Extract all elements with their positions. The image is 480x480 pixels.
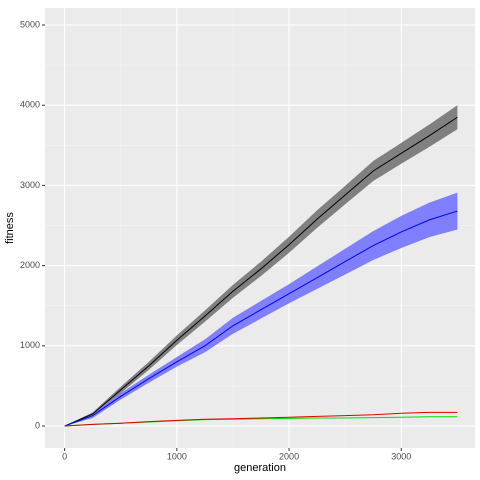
y-tick-label: 5000	[20, 19, 40, 29]
ribbon	[64, 105, 458, 427]
series-line	[64, 411, 458, 427]
x-tick-label: 2000	[279, 451, 299, 461]
y-tick-label: 0	[35, 420, 40, 430]
series-line	[64, 116, 458, 427]
x-tick-label: 3000	[391, 451, 411, 461]
y-tick-label: 1000	[20, 340, 40, 350]
x-tick-label: 1000	[167, 451, 187, 461]
x-tick-label: 0	[62, 451, 67, 461]
y-tick-label: 4000	[20, 100, 40, 110]
y-tick-label: 2000	[20, 260, 40, 270]
x-axis-title: generation	[234, 462, 286, 474]
y-axis-title: fitness	[4, 212, 16, 244]
series-line	[64, 210, 458, 427]
y-tick-label: 3000	[20, 180, 40, 190]
